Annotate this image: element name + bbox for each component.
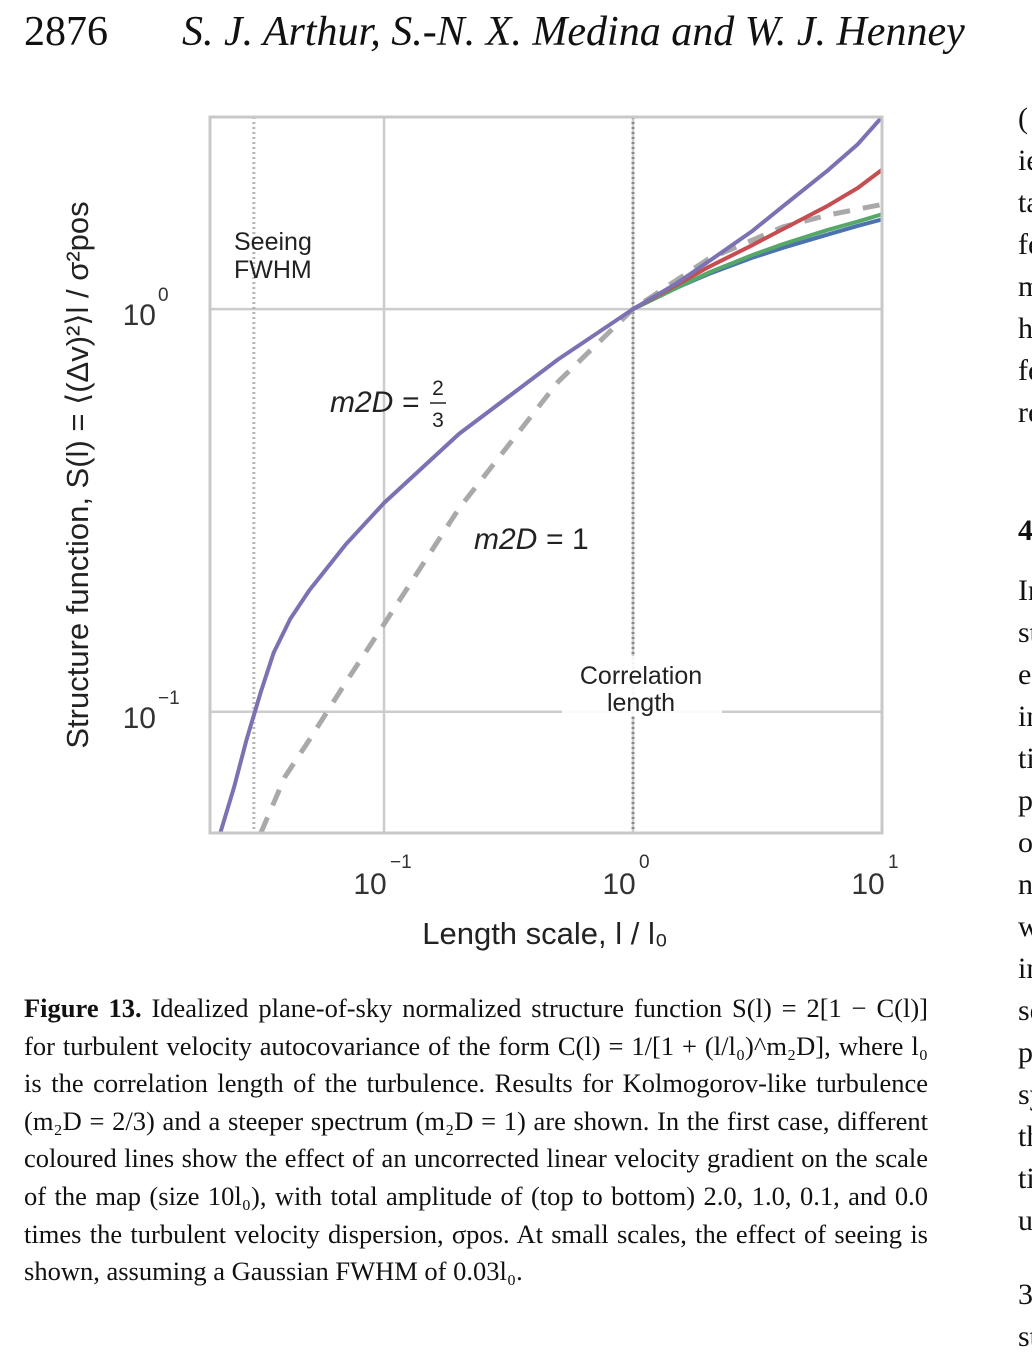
- annotation-seeing-fwhm: Seeing FWHM: [234, 228, 312, 284]
- adjacent-column-fragment-26: st: [1018, 1320, 1032, 1353]
- adjacent-column-fragment-1: ie: [1018, 144, 1032, 177]
- figure-caption-text: Idealized plane-of-sky normalized struct…: [24, 993, 928, 1287]
- x-tick-label-2: 10: [851, 868, 884, 901]
- adjacent-column-fragment-5: h: [1018, 312, 1032, 345]
- series-label-kolmogorov: m2D = 2 3: [330, 377, 446, 432]
- x-tick-label-1: 10: [602, 868, 635, 901]
- adjacent-column-fragment-15: o: [1018, 826, 1032, 859]
- adjacent-column-fragment-13: ti: [1018, 742, 1032, 775]
- annotation-seeing-line1: Seeing: [234, 228, 312, 256]
- adjacent-column-fragment-11: e: [1018, 658, 1032, 691]
- adjacent-column-fragment-7: re: [1018, 396, 1032, 429]
- y-tick-exponent-0: −1: [158, 688, 180, 709]
- annotation-corr-line2: length: [607, 689, 675, 717]
- y-tick-label-0: 10: [123, 702, 156, 735]
- adjacent-column-fragment-3: fe: [1018, 228, 1032, 261]
- page-number: 2876: [24, 9, 108, 55]
- annotation-seeing-line2: FWHM: [234, 256, 312, 284]
- adjacent-column-fragment-18: in: [1018, 952, 1032, 985]
- y-tick-label-1: 10: [123, 299, 156, 332]
- annotation-correlation-background: [562, 656, 722, 716]
- adjacent-column-fragment-9: In: [1018, 574, 1032, 607]
- y-axis-label: Structure function, S(l) = ⟨(Δv)²⟩l / σ²…: [60, 201, 95, 748]
- adjacent-column-fragment-25: 3: [1018, 1278, 1032, 1311]
- series-label-kolmogorov-denominator: 3: [432, 409, 444, 432]
- x-tick-exponent-2: 1: [888, 852, 899, 873]
- adjacent-column-fragment-8: 4: [1018, 514, 1032, 547]
- adjacent-column-fragment-19: se: [1018, 994, 1032, 1027]
- series-layer: [218, 117, 882, 833]
- series-line-0: [218, 117, 882, 833]
- series-label-kolmogorov-numerator: 2: [432, 377, 444, 400]
- running-head: S. J. Arthur, S.-N. X. Medina and W. J. …: [182, 9, 965, 55]
- series-label-steep-value: 1: [572, 523, 589, 556]
- adjacent-column-fragment-17: w: [1018, 910, 1032, 943]
- series-label-steep-prefix: m2D =: [474, 523, 572, 556]
- adjacent-column-fragment-0: (: [1018, 102, 1028, 135]
- x-tick-label-0: 10: [353, 868, 386, 901]
- figure-caption: Figure 13. Idealized plane-of-sky normal…: [24, 990, 928, 1291]
- y-tick-exponent-1: 0: [158, 285, 169, 306]
- adjacent-column-fragment-23: ti: [1018, 1162, 1032, 1195]
- adjacent-column-fragment-12: in: [1018, 700, 1032, 733]
- adjacent-column-fragment-20: p: [1018, 1036, 1032, 1069]
- adjacent-column-fragment-2: ta: [1018, 186, 1032, 219]
- plot-frame: [208, 115, 884, 835]
- series-line-2: [631, 212, 882, 312]
- adjacent-column-fragment-4: m: [1018, 270, 1032, 303]
- adjacent-column-fragment-24: u: [1018, 1204, 1032, 1237]
- adjacent-column-fragment-22: th: [1018, 1120, 1032, 1153]
- adjacent-column-fragment-6: fe: [1018, 354, 1032, 387]
- adjacent-column-fragment-16: n: [1018, 868, 1032, 901]
- x-tick-exponent-1: 0: [639, 852, 650, 873]
- x-tick-exponent-0: −1: [390, 852, 412, 873]
- adjacent-column-fragment-10: st: [1018, 616, 1032, 649]
- adjacent-column-fragment-21: sy: [1018, 1078, 1032, 1111]
- adjacent-column-fragment-14: p: [1018, 784, 1032, 817]
- plot-background: [210, 117, 882, 833]
- x-axis-label: Length scale, l / l₀: [422, 916, 668, 951]
- figure-caption-label: Figure 13.: [24, 993, 142, 1023]
- series-label-steep: m2D = 1: [474, 523, 589, 556]
- series-label-kolmogorov-prefix: m2D =: [330, 386, 428, 419]
- annotation-corr-line1: Correlation: [580, 662, 702, 690]
- annotation-correlation-length: Correlation length: [580, 662, 702, 717]
